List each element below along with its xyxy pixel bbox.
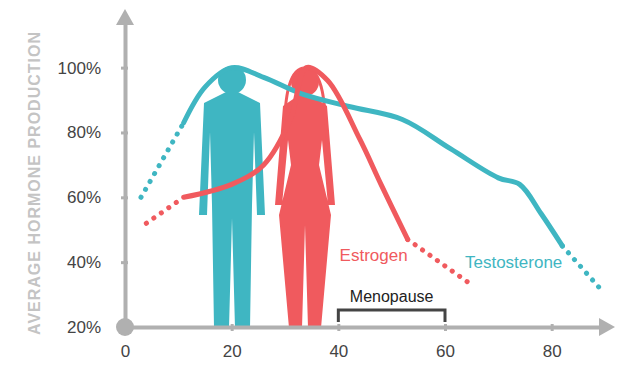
x-tick-label: 0 bbox=[121, 342, 130, 361]
x-tick: 60 bbox=[436, 324, 455, 361]
x-axis: 0 20 40 60 80 bbox=[121, 324, 606, 361]
y-tick-mark bbox=[121, 131, 128, 134]
silhouettes bbox=[199, 66, 335, 328]
y-axis-line bbox=[124, 20, 128, 328]
x-tick-mark bbox=[337, 324, 340, 331]
x-tick-label: 20 bbox=[223, 342, 242, 361]
y-tick-label: 80% bbox=[67, 123, 101, 142]
series-line bbox=[408, 239, 472, 284]
figure-hair bbox=[307, 68, 329, 170]
y-tick-mark bbox=[121, 196, 128, 199]
x-tick-mark bbox=[444, 324, 447, 331]
y-tick: 60% bbox=[67, 188, 128, 207]
y-tick: 100% bbox=[58, 59, 128, 78]
x-tick-label: 40 bbox=[329, 342, 348, 361]
annotation-text: Menopause bbox=[350, 288, 434, 305]
y-tick-mark bbox=[121, 261, 128, 264]
series-line bbox=[184, 67, 563, 246]
axis-decoration bbox=[116, 9, 615, 336]
y-tick-label: 60% bbox=[67, 188, 101, 207]
y-arrow bbox=[116, 9, 134, 25]
x-tick: 80 bbox=[543, 324, 562, 361]
series-label: Estrogen bbox=[340, 246, 408, 265]
annotation-bracket bbox=[338, 310, 445, 322]
lines bbox=[141, 67, 600, 288]
x-tick: 20 bbox=[223, 324, 242, 361]
y-tick-label: 20% bbox=[67, 318, 101, 337]
x-axis-line bbox=[126, 326, 606, 330]
series-line bbox=[141, 123, 184, 198]
y-axis: 20% 40% 60% 80% 100% bbox=[58, 20, 128, 337]
series-label: Testosterone bbox=[465, 253, 562, 272]
y-tick: 80% bbox=[67, 123, 128, 142]
series-labels: Testosterone Estrogen bbox=[340, 246, 563, 271]
origin-dot bbox=[116, 318, 134, 336]
x-tick-label: 60 bbox=[436, 342, 455, 361]
x-tick-label: 80 bbox=[543, 342, 562, 361]
y-tick: 40% bbox=[67, 253, 128, 272]
chart: Testosterone Estrogen 20% 40% 60% 80% 100% 0 20 4… bbox=[0, 0, 637, 373]
figure-body bbox=[199, 92, 265, 328]
x-arrow bbox=[599, 318, 615, 336]
annotations: Menopause bbox=[338, 288, 445, 322]
y-tick-label: 40% bbox=[67, 253, 101, 272]
series-line bbox=[562, 246, 599, 288]
series-line bbox=[146, 197, 183, 223]
x-tick: 40 bbox=[329, 324, 348, 361]
series-line bbox=[184, 67, 408, 239]
y-axis-title: AVERAGE HORMONE PRODUCTION bbox=[26, 31, 43, 335]
x-tick-mark bbox=[231, 324, 234, 331]
y-tick-label: 100% bbox=[58, 59, 101, 78]
y-tick-mark bbox=[121, 67, 128, 70]
x-tick-mark bbox=[551, 324, 554, 331]
